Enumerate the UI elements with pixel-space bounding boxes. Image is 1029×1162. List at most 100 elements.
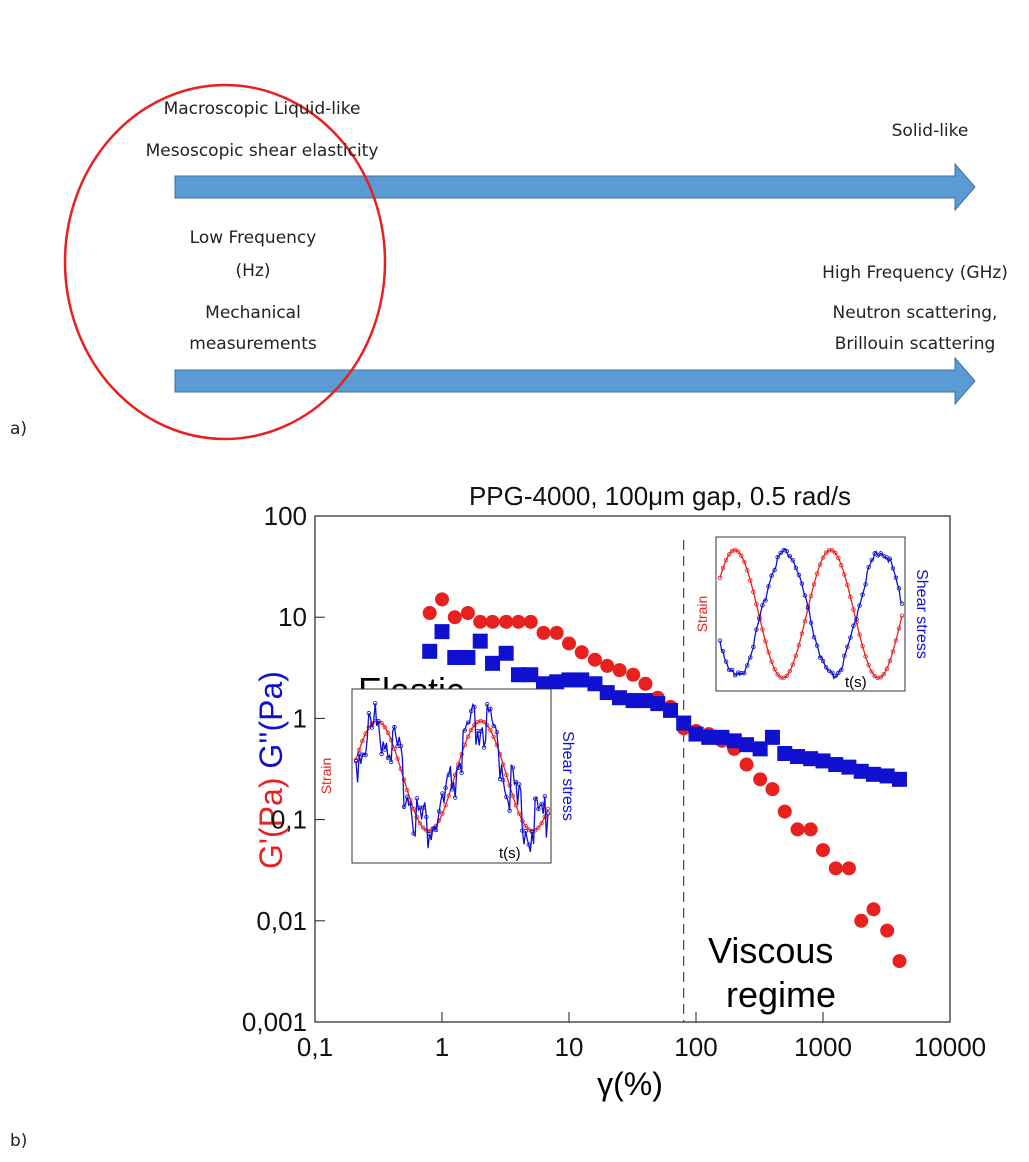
data-point — [574, 672, 590, 688]
inset-dot — [545, 811, 551, 816]
inset-dot — [805, 604, 811, 610]
inset-dot — [536, 825, 541, 830]
label: Brillouin scattering — [835, 334, 996, 354]
label: Macroscopic Liquid-like — [164, 99, 361, 119]
data-point — [790, 749, 806, 765]
inset-dot — [808, 620, 814, 625]
inset-dot — [796, 643, 802, 648]
x-tick-label: 100 — [674, 1032, 717, 1062]
label: Low Frequency — [190, 228, 317, 248]
inset-dot — [363, 752, 368, 758]
inset-dot — [848, 594, 853, 600]
inset-dot — [469, 708, 474, 714]
inset-dot — [411, 806, 416, 812]
inset-dot — [863, 654, 868, 659]
data-point — [650, 696, 666, 712]
inset-dot — [488, 706, 493, 712]
inset-dot — [763, 639, 768, 644]
inset-dot — [360, 738, 365, 744]
data-point — [803, 822, 818, 837]
inset-dot — [373, 701, 378, 706]
inset-dot — [845, 644, 850, 649]
inset-dot — [857, 632, 862, 637]
inset-dot — [504, 772, 509, 778]
data-point — [422, 606, 437, 621]
data-point — [714, 729, 730, 745]
data-point — [637, 693, 653, 709]
arrow — [174, 356, 976, 406]
inset-dot — [793, 653, 799, 658]
inset-dot — [465, 720, 471, 725]
inset-dot — [517, 782, 522, 787]
inset-dot — [453, 795, 458, 800]
inset-dot — [440, 811, 445, 816]
inset-dot — [717, 638, 723, 643]
inset-dot — [890, 649, 896, 654]
inset-dot — [739, 553, 744, 558]
data-point — [816, 843, 830, 858]
inset-dot — [827, 668, 832, 673]
inset-dot — [802, 618, 808, 624]
y-tick-label: 0,001 — [242, 1007, 307, 1037]
inset-dot — [754, 627, 759, 632]
ellipse — [63, 83, 387, 441]
label: (Hz) — [236, 261, 271, 281]
inset-dot — [860, 643, 865, 649]
inset-dot — [491, 723, 496, 729]
inset-dot — [772, 567, 777, 573]
data-point — [460, 606, 475, 621]
data-point — [447, 610, 462, 625]
inset-dot — [459, 770, 464, 776]
arrow — [174, 162, 976, 212]
inset-dot — [848, 635, 853, 640]
inset-dot — [443, 802, 448, 808]
data-point — [638, 676, 653, 691]
inset-dot — [833, 550, 838, 556]
inset-dot — [533, 796, 538, 801]
inset-dot — [501, 762, 506, 767]
inset-dot — [446, 793, 451, 798]
data-point — [587, 676, 603, 692]
inset-dot — [872, 551, 877, 556]
data-point — [739, 757, 754, 772]
inset-dot — [799, 581, 805, 586]
inset-dot — [732, 673, 738, 678]
inset-dot — [830, 548, 835, 553]
data-point — [777, 804, 792, 819]
inset-dot — [763, 598, 768, 603]
data-point — [485, 614, 500, 629]
inset-dot — [720, 649, 726, 654]
data-point — [866, 902, 881, 917]
inset-dot — [478, 728, 483, 734]
inset-dot — [811, 635, 817, 640]
inset-dot — [501, 778, 506, 783]
inset-dot — [446, 772, 451, 777]
annotation: Viscous — [708, 930, 833, 971]
data-point — [561, 672, 577, 688]
data-point — [460, 649, 476, 665]
data-point — [841, 861, 856, 876]
inset-dot — [751, 644, 756, 650]
inset-dot — [839, 563, 844, 568]
inset-dot — [726, 667, 732, 673]
data-point — [726, 733, 742, 749]
diagram-labels: Macroscopic Liquid-like Mesoscopic shear… — [10, 99, 1008, 1151]
inset-dot — [869, 669, 874, 674]
data-point — [498, 645, 514, 661]
inset-dot — [449, 787, 455, 792]
label: Neutron scattering, — [833, 303, 998, 323]
data-point — [891, 771, 907, 787]
inset-dot — [745, 568, 750, 573]
inset-dot — [469, 727, 474, 733]
inset-dot — [485, 702, 490, 707]
data-point — [447, 649, 463, 665]
inset-dot — [526, 842, 531, 847]
y-axis-label: G'(Pa) G''(Pa) — [253, 671, 289, 869]
y-tick-label: 100 — [264, 501, 307, 531]
inset-dot — [869, 557, 874, 563]
data-point — [764, 729, 780, 745]
inset-dot — [866, 662, 871, 668]
inset-dot — [790, 558, 795, 563]
inset-dot — [542, 794, 547, 799]
data-point — [536, 625, 551, 640]
